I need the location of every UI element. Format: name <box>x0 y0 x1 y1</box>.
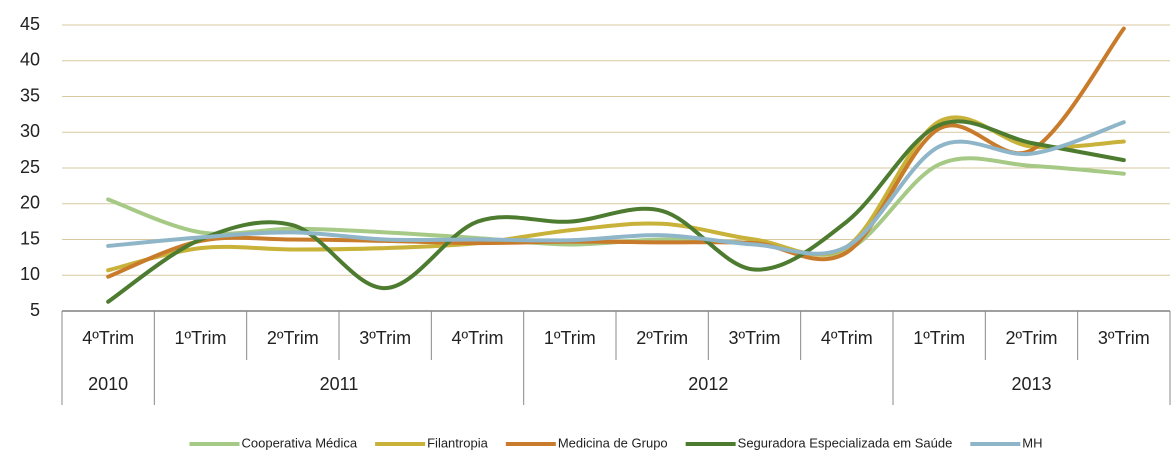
series-line <box>106 119 1126 304</box>
x-tick-label: 2ºTrim <box>636 328 688 348</box>
y-tick-label: 35 <box>20 85 40 105</box>
y-tick-label: 10 <box>20 264 40 284</box>
y-tick-label: 45 <box>20 14 40 34</box>
x-tick-label: 4ºTrim <box>821 328 873 348</box>
series-line <box>106 120 1126 256</box>
x-group-label: 2013 <box>1011 374 1051 394</box>
y-tick-label: 5 <box>30 300 40 320</box>
series-line <box>106 26 1126 279</box>
legend-item: Seguradora Especializada em Saúde <box>685 435 953 450</box>
y-tick-label: 40 <box>20 50 40 70</box>
x-tick-label: 1ºTrim <box>544 328 596 348</box>
x-group-label: 2012 <box>688 374 728 394</box>
y-tick-label: 25 <box>20 157 40 177</box>
x-tick-label: 1ºTrim <box>175 328 227 348</box>
legend-item: Cooperativa Médica <box>189 435 358 450</box>
legend-item: MH <box>970 435 1043 450</box>
y-tick-label: 15 <box>20 228 40 248</box>
x-group-label: 2010 <box>88 374 128 394</box>
x-tick-label: 3ºTrim <box>359 328 411 348</box>
x-tick-label: 2ºTrim <box>1006 328 1058 348</box>
legend-label: Filantropia <box>427 435 488 450</box>
series-line <box>106 115 1126 273</box>
legend-label: Cooperativa Médica <box>241 435 357 450</box>
x-tick-label: 1ºTrim <box>913 328 965 348</box>
x-tick-label: 2ºTrim <box>267 328 319 348</box>
legend-item: Medicina de Grupo <box>505 435 668 450</box>
legend-label: Seguradora Especializada em Saúde <box>738 435 953 450</box>
x-group-label: 2011 <box>320 374 359 394</box>
x-tick-label: 3ºTrim <box>729 328 781 348</box>
x-tick-label: 3ºTrim <box>1098 328 1150 348</box>
legend-label: MH <box>1022 435 1042 450</box>
y-tick-label: 30 <box>20 121 40 141</box>
x-tick-label: 4ºTrim <box>82 328 134 348</box>
y-tick-label: 20 <box>20 193 40 213</box>
x-tick-label: 4ºTrim <box>452 328 504 348</box>
legend-item: Filantropia <box>375 435 489 450</box>
legend-label: Medicina de Grupo <box>558 435 668 450</box>
